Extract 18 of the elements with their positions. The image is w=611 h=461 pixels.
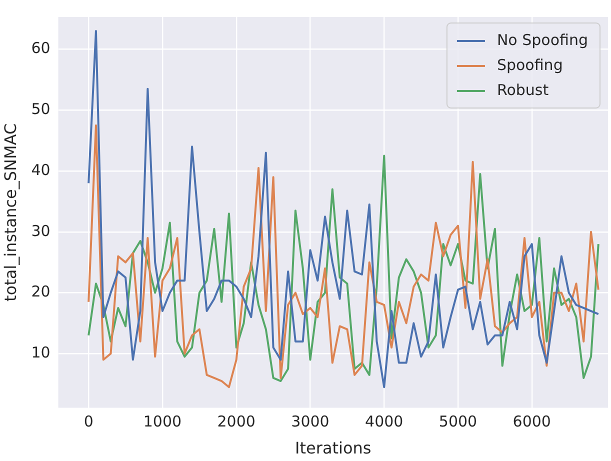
y-tick-label: 30 [31,222,50,240]
x-tick-label: 1000 [143,412,182,431]
y-axis-title: total_instance_SNMAC [0,123,20,302]
legend-label: Spoofing [496,56,563,74]
y-tick-label: 50 [31,100,50,118]
x-tick-label: 5000 [438,412,478,431]
legend-label: Robust [496,80,549,99]
y-tick-label: 60 [31,39,50,58]
y-tick-label: 20 [31,282,50,301]
x-tick-label: 3000 [291,412,330,431]
x-tick-label: 4000 [365,412,404,431]
x-tick-label: 2000 [217,412,256,431]
y-tick-label: 10 [31,344,50,362]
x-tick-label: 6000 [512,412,551,431]
legend-label: No Spoofing [496,30,588,49]
y-tick-label: 40 [31,160,50,179]
x-axis-title: Iterations [295,438,372,458]
x-tick-label: 0 [84,412,94,431]
